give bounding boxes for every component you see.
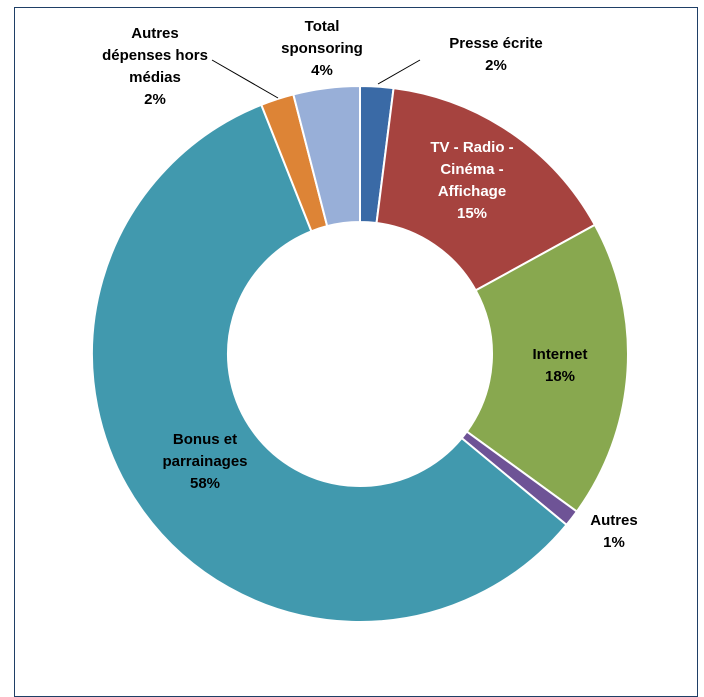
slice-label-line: Cinéma - bbox=[440, 161, 503, 178]
slice-1 bbox=[375, 86, 597, 292]
slice-label-line: Affichage bbox=[438, 183, 506, 200]
slice-label-line: 15% bbox=[457, 205, 487, 222]
slice-label-2: Internet 18% bbox=[532, 346, 587, 385]
slice-6 bbox=[292, 84, 361, 228]
slice-label-line: 2% bbox=[144, 91, 166, 108]
slice-label-line: Autres bbox=[590, 512, 638, 529]
slice-label-line: Autres bbox=[131, 25, 179, 42]
slice-label-1: TV - Radio - Cinéma - Affichage 15% bbox=[430, 139, 513, 222]
leader-line-0 bbox=[377, 59, 421, 85]
slice-label-line: Internet bbox=[532, 346, 587, 363]
slice-label-0: Presse écrite 2% bbox=[449, 35, 542, 74]
slice-label-line: TV - Radio - bbox=[430, 139, 513, 156]
slice-label-line: dépenses hors bbox=[102, 47, 208, 64]
slice-label-line: Presse écrite bbox=[449, 35, 542, 52]
slice-label-3: Autres 1% bbox=[590, 512, 638, 551]
slice-label-line: 18% bbox=[545, 368, 575, 385]
leader-line-5 bbox=[211, 59, 279, 99]
slice-label-line: parrainages bbox=[162, 453, 247, 470]
slice-label-line: 58% bbox=[190, 475, 220, 492]
slice-label-line: sponsoring bbox=[281, 40, 363, 57]
slice-4 bbox=[91, 103, 568, 623]
slice-label-line: Total bbox=[305, 18, 340, 35]
slice-label-line: 2% bbox=[485, 57, 507, 74]
slice-label-line: 4% bbox=[311, 62, 333, 79]
slice-label-5: Autres dépenses hors médias 2% bbox=[102, 25, 208, 108]
slice-label-line: Bonus et bbox=[173, 431, 237, 448]
slice-label-line: 1% bbox=[603, 534, 625, 551]
slice-2 bbox=[465, 223, 629, 513]
slice-label-6: Total sponsoring 4% bbox=[281, 18, 363, 79]
slice-label-4: Bonus et parrainages 58% bbox=[162, 431, 247, 492]
slice-label-line: médias bbox=[129, 69, 181, 86]
